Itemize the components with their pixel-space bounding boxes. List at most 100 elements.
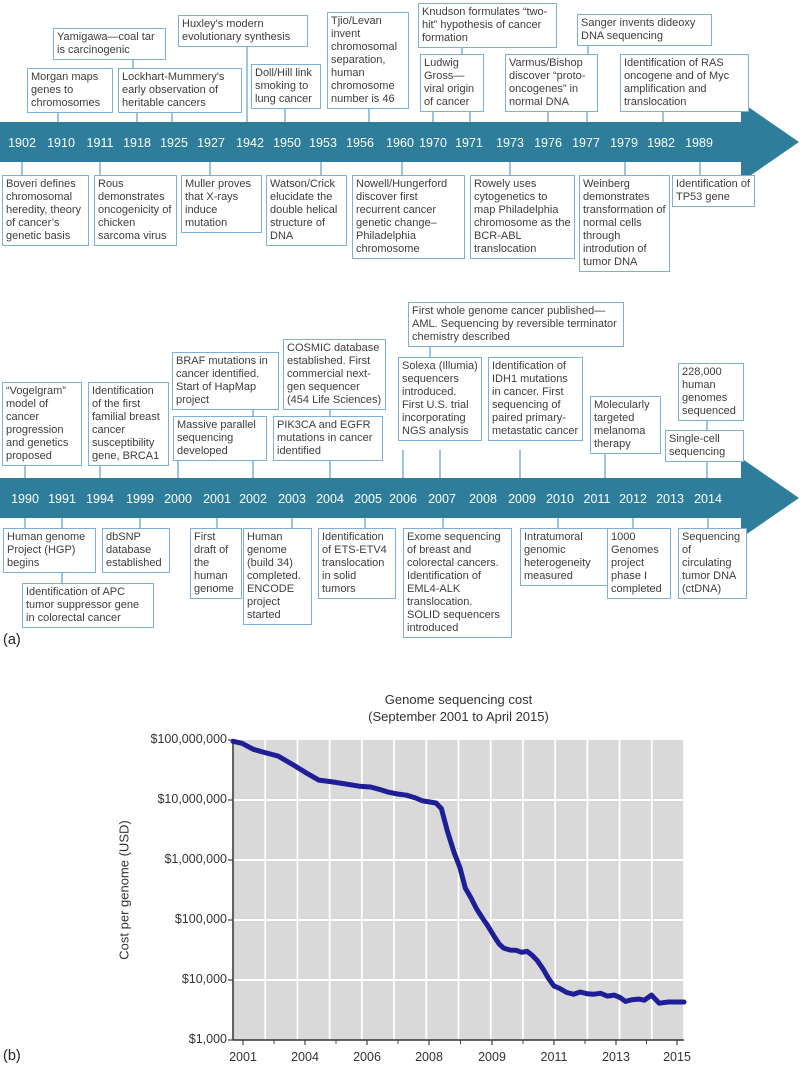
event-watson-crick: Watson/Crick elucidate the double helica… <box>266 175 347 246</box>
year-label: 1953 <box>309 136 337 150</box>
event-knudson: Knudson formulates “two-hit” hypothesis … <box>418 3 557 48</box>
event-build34-encode: Human genome (build 34) completed. ENCOD… <box>243 528 312 625</box>
year-label: 2008 <box>469 492 497 506</box>
event-solexa: Solexa (Illumia) sequencers introduced. … <box>398 357 482 441</box>
year-label: 2006 <box>389 492 417 506</box>
year-label: 2010 <box>546 492 574 506</box>
event-first-draft: First draft of the human genome <box>190 528 242 599</box>
x-tick-label: 2009 <box>478 1050 506 1064</box>
x-tick-label: 2001 <box>229 1050 257 1064</box>
event-hgp: Human genome Project (HGP) begins <box>3 528 96 573</box>
event-braf-hapmap: BRAF mutations in cancer identified. Sta… <box>172 352 279 410</box>
event-ras-myc: Identification of RAS oncogene and of My… <box>620 54 749 112</box>
event-boveri: Boveri defines chromosomal heredity, the… <box>2 175 89 246</box>
event-tjio-levan: Tjio/Levan invent chromosomal separation… <box>327 12 409 109</box>
event-first-whole-genome: First whole genome cancer published—AML.… <box>408 302 624 347</box>
event-ets-etv4: Identification of ETS-ETV4 translocation… <box>318 528 396 599</box>
year-label: 1973 <box>496 136 524 150</box>
x-tick-label: 2011 <box>540 1050 568 1064</box>
event-single-cell: Single-cell sequencing <box>665 430 744 462</box>
year-label: 1960 <box>386 136 414 150</box>
year-label: 1976 <box>534 136 562 150</box>
x-tick-label: 2004 <box>291 1050 319 1064</box>
event-huxley: Huxley's modern evolutionary synthesis <box>178 15 308 47</box>
year-label: 1918 <box>123 136 151 150</box>
cost-line-chart <box>228 738 687 1045</box>
event-melanoma-therapy: Molecularly targeted melanoma therapy <box>590 396 661 454</box>
x-tick-label: 2015 <box>663 1050 691 1064</box>
event-apc: Identification of APC tumor suppressor g… <box>22 583 154 628</box>
year-label: 1911 <box>86 136 114 150</box>
year-label: 2011 <box>583 492 611 506</box>
year-label: 1927 <box>197 136 225 150</box>
event-idh1: Identification of IDH1 mutations in canc… <box>488 357 583 441</box>
event-brca1: Identification of the first familial bre… <box>88 382 169 466</box>
event-massive-parallel: Massive parallel sequencing developed <box>173 416 267 461</box>
year-label: 2013 <box>656 492 684 506</box>
year-label: 1982 <box>647 136 675 150</box>
panel-a-label: (a) <box>3 632 21 648</box>
year-label: 1977 <box>572 136 600 150</box>
event-weinberg: Weinberg demonstrates transformation of … <box>579 175 670 272</box>
year-label: 1942 <box>236 136 264 150</box>
y-axis-label: Cost per genome (USD) <box>116 820 132 960</box>
year-label: 1990 <box>11 492 39 506</box>
event-morgan: Morgan maps genes to chromosomes <box>27 68 113 113</box>
year-label: 1902 <box>8 136 36 150</box>
year-label: 2000 <box>164 492 192 506</box>
chart-subtitle: (September 2001 to April 2015) <box>368 709 549 724</box>
year-label: 2007 <box>428 492 456 506</box>
event-nowell-hungerford: Nowell/Hungerford discover first recurre… <box>352 175 465 259</box>
y-tick-label: $1,000,000 <box>164 852 227 866</box>
year-label: 2001 <box>203 492 231 506</box>
event-intratumoral: Intratumoral genomic heterogeneity measu… <box>520 528 612 586</box>
year-label: 1989 <box>685 136 713 150</box>
arrow-head-icon <box>741 102 799 182</box>
event-tp53: Identification of TP53 gene <box>672 175 755 207</box>
year-label: 2009 <box>508 492 536 506</box>
year-label: 1979 <box>610 136 638 150</box>
year-label: 2005 <box>354 492 382 506</box>
year-label: 1950 <box>273 136 301 150</box>
y-tick-label: $10,000,000 <box>157 792 227 806</box>
year-label: 1925 <box>160 136 188 150</box>
event-lockhart: Lockhart-Mummery's early observation of … <box>118 68 242 113</box>
year-label: 1910 <box>47 136 75 150</box>
event-rous: Rous demonstrates oncogenicity of chicke… <box>94 175 177 246</box>
y-tick-label: $1,000 <box>188 1032 227 1046</box>
year-label: 2004 <box>316 492 344 506</box>
x-tick-label: 2006 <box>353 1050 381 1064</box>
y-tick-label: $100,000 <box>174 912 227 926</box>
event-vogelgram: “Vogelgram” model of cancer progression … <box>2 382 82 466</box>
y-tick-label: $100,000,000 <box>150 732 227 746</box>
event-doll-hill: Doll/Hill link smoking to lung cancer <box>251 64 321 109</box>
event-228k-genomes: 228,000 human genomes sequenced <box>678 363 744 421</box>
event-muller: Muller proves that X-rays induce mutatio… <box>181 175 262 233</box>
chart-title: Genome sequencing cost <box>384 692 533 707</box>
y-tick-label: $10,000 <box>181 972 227 986</box>
year-label: 1991 <box>48 492 76 506</box>
timeline-bar-1902-1989 <box>0 122 741 162</box>
year-label: 1994 <box>86 492 114 506</box>
year-label: 2003 <box>278 492 306 506</box>
year-label: 1999 <box>126 492 154 506</box>
year-label: 1956 <box>346 136 374 150</box>
event-yamigawa: Yamigawa—coal tar is carcinogenic <box>53 28 166 60</box>
year-label: 2002 <box>239 492 267 506</box>
event-exome-solid: Exome sequencing of breast and colorecta… <box>403 528 512 638</box>
event-cosmic: COSMIC database established. First comme… <box>283 339 386 410</box>
x-tick-label: 2013 <box>602 1050 630 1064</box>
event-1000-genomes: 1000 Genomes project phase I completed <box>607 528 671 599</box>
arrow-head-icon <box>741 458 799 538</box>
event-varmus-bishop: Varmus/Bishop discover “proto-oncogenes”… <box>505 54 598 112</box>
x-tick-label: 2008 <box>415 1050 443 1064</box>
event-ctdna: Sequencing of circulating tumor DNA (ctD… <box>678 528 747 599</box>
year-label: 1971 <box>455 136 483 150</box>
panel-b-label: (b) <box>3 1048 21 1064</box>
event-dbsnp: dbSNP database established <box>102 528 170 573</box>
event-sanger: Sanger invents dideoxy DNA sequencing <box>577 14 712 46</box>
timeline-bar-1990-2014 <box>0 478 741 518</box>
event-rowely: Rowely uses cytogenetics to map Philadel… <box>470 175 575 259</box>
year-label: 2014 <box>694 492 722 506</box>
